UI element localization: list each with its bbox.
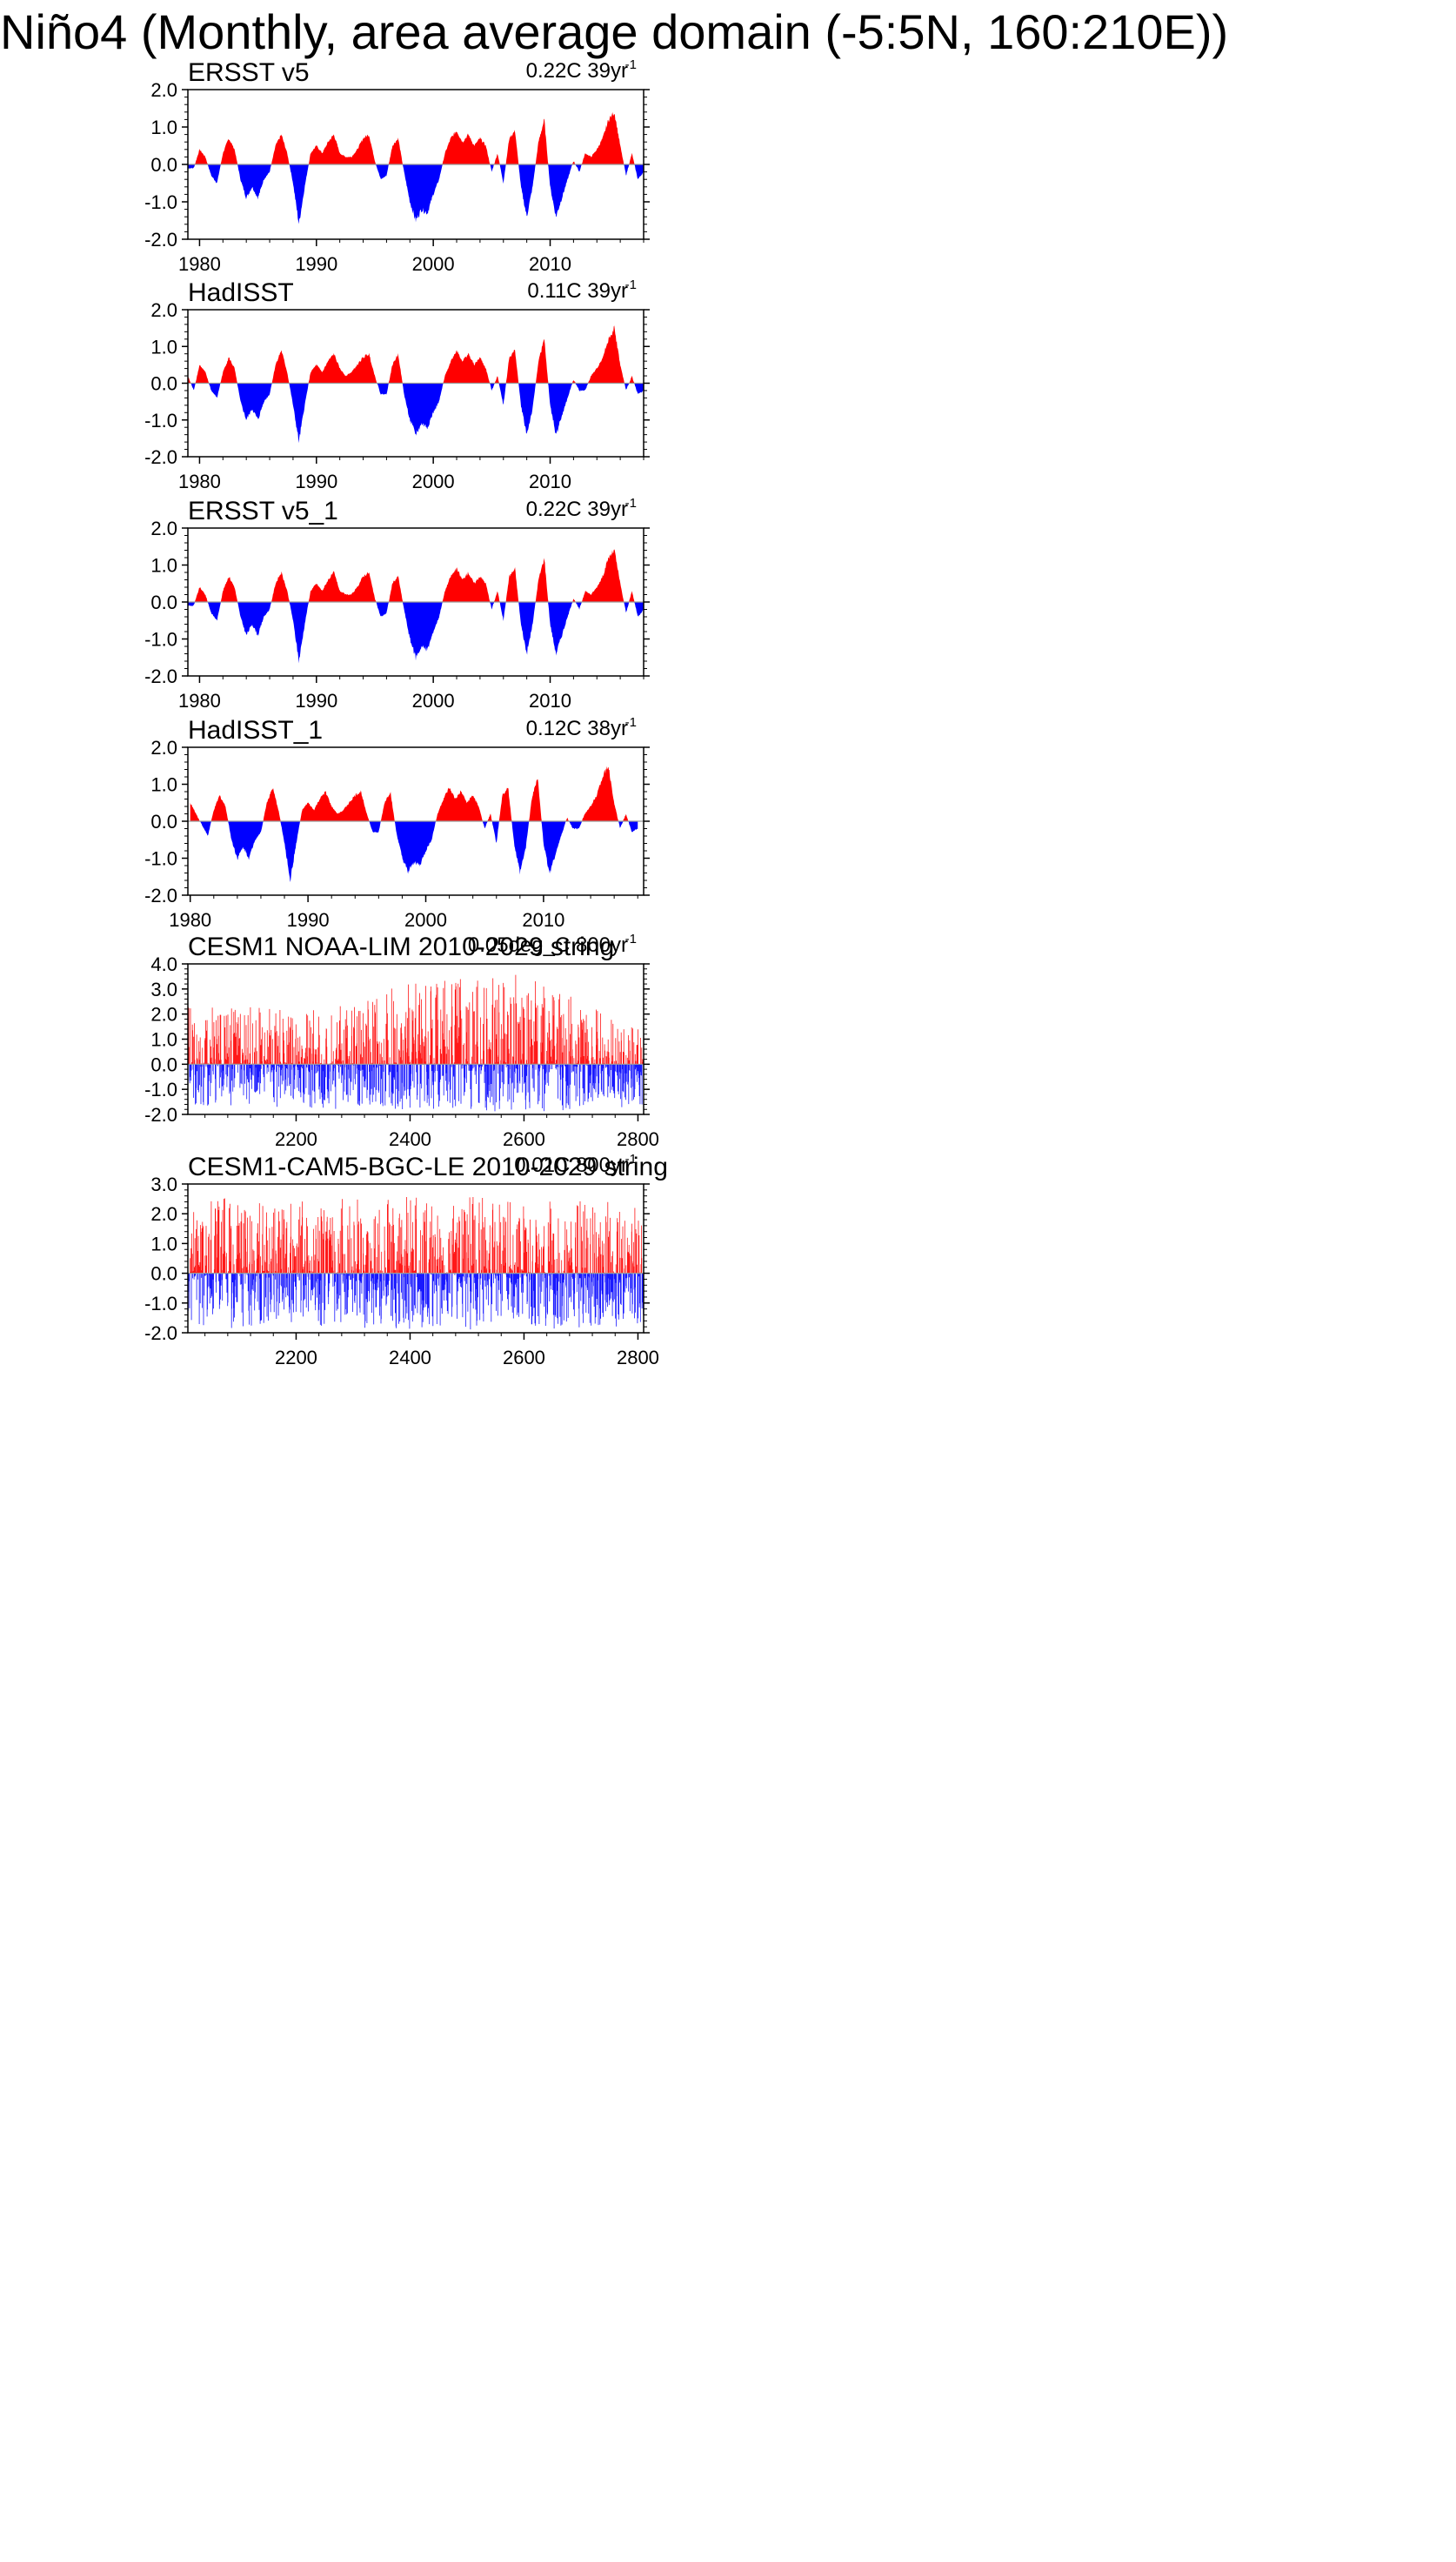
y-tick-label: 1.0 — [150, 336, 177, 358]
plot-frame — [187, 1183, 645, 1334]
y-tick-label: 2.0 — [150, 737, 177, 759]
panel-title: ERSST v5 — [188, 58, 310, 87]
y-tick-label: 0.0 — [150, 373, 177, 395]
y-tick-label: 3.0 — [150, 979, 177, 1000]
positive-anomaly-area — [190, 766, 638, 821]
y-tick-label: 1.0 — [150, 555, 177, 577]
x-tick-label: 1990 — [295, 690, 337, 712]
x-tick-label: 2010 — [529, 690, 571, 712]
y-tick-label: 1.0 — [150, 1029, 177, 1051]
chart-panel — [182, 746, 650, 902]
trend-label: 0.22C 39yr — [526, 498, 628, 521]
x-tick-label: 2000 — [412, 690, 455, 712]
y-tick-label: 1.0 — [150, 774, 177, 796]
y-tick-label: -2.0 — [144, 229, 177, 251]
chart-panel — [182, 963, 650, 1121]
positive-spikes — [189, 1197, 643, 1274]
negative-anomaly-area — [188, 383, 644, 444]
x-tick-label: 2010 — [529, 471, 571, 492]
negative-anomaly-area — [188, 602, 644, 664]
x-tick-label: 2600 — [503, 1128, 545, 1150]
y-tick-label: 0.0 — [150, 592, 177, 613]
y-tick-label: 2.0 — [150, 1004, 177, 1026]
positive-anomaly-area — [188, 549, 644, 602]
panel-title: CESM1 NOAA-LIM 2010-2029 string — [188, 933, 614, 961]
x-tick-label: 2000 — [404, 909, 447, 931]
x-tick-label: 2400 — [389, 1128, 431, 1150]
trend-exponent: -1 — [625, 278, 637, 292]
chart-panel — [182, 89, 650, 246]
negative-anomaly-area — [190, 821, 638, 883]
y-tick-label: -1.0 — [144, 410, 177, 431]
x-tick-label: 2000 — [412, 253, 455, 275]
trend-label: 0.01C 800yr — [514, 1154, 628, 1177]
y-tick-label: 2.0 — [150, 1203, 177, 1225]
positive-spikes — [188, 974, 644, 1065]
y-tick-label: -1.0 — [144, 1079, 177, 1100]
panel-title: CESM1-CAM5-BGC-LE 2010-2029 string — [188, 1153, 668, 1181]
trend-label: 0.22C 39yr — [526, 59, 628, 83]
positive-anomaly-area — [188, 325, 644, 384]
y-tick-label: -2.0 — [144, 446, 177, 468]
y-tick-label: 4.0 — [150, 953, 177, 975]
y-tick-label: 0.0 — [150, 1054, 177, 1075]
x-tick-label: 2010 — [529, 253, 571, 275]
panel-title: HadISST_1 — [188, 716, 323, 745]
negative-anomaly-area — [188, 164, 644, 224]
figure-title: Niño4 (Monthly, area average domain (-5:… — [0, 4, 1229, 59]
y-tick-label: -1.0 — [144, 1293, 177, 1314]
x-tick-label: 1980 — [178, 690, 221, 712]
y-tick-label: 3.0 — [150, 1174, 177, 1195]
y-tick-label: 0.0 — [150, 1263, 177, 1285]
y-tick-label: 2.0 — [150, 79, 177, 101]
y-tick-label: 0.0 — [150, 811, 177, 833]
x-tick-label: 1990 — [287, 909, 330, 931]
y-tick-label: 1.0 — [150, 1233, 177, 1254]
trend-exponent: -1 — [625, 1152, 637, 1167]
x-tick-label: 2010 — [522, 909, 564, 931]
x-tick-label: 1980 — [178, 471, 221, 492]
x-tick-label: 1980 — [169, 909, 211, 931]
negative-spikes — [187, 1273, 644, 1330]
trend-exponent: -1 — [625, 715, 637, 730]
x-tick-label: 2400 — [389, 1347, 431, 1368]
y-tick-label: -1.0 — [144, 629, 177, 651]
x-tick-label: 2600 — [503, 1347, 545, 1368]
trend-label: 0.11C 39yr — [527, 279, 628, 303]
x-tick-label: 1980 — [178, 253, 221, 275]
x-tick-label: 1990 — [295, 471, 337, 492]
trend-exponent: -1 — [625, 57, 637, 72]
negative-spikes — [187, 1064, 643, 1112]
y-tick-label: 1.0 — [150, 117, 177, 138]
positive-anomaly-area — [188, 111, 644, 164]
y-tick-label: -1.0 — [144, 191, 177, 213]
x-tick-label: 2800 — [617, 1128, 659, 1150]
x-tick-label: 2000 — [412, 471, 455, 492]
y-tick-label: -1.0 — [144, 848, 177, 870]
y-tick-label: 2.0 — [150, 518, 177, 539]
x-tick-label: 2200 — [275, 1128, 317, 1150]
y-tick-label: -2.0 — [144, 1104, 177, 1126]
y-tick-label: -2.0 — [144, 885, 177, 906]
trend-label: 0.05deg_C 800yr — [468, 933, 628, 957]
panel-title: HadISST — [188, 278, 294, 307]
x-tick-label: 2200 — [275, 1347, 317, 1368]
x-tick-label: 1990 — [295, 253, 337, 275]
y-tick-label: -2.0 — [144, 666, 177, 687]
y-tick-label: 2.0 — [150, 299, 177, 321]
chart-panel — [182, 1183, 650, 1340]
trend-exponent: -1 — [625, 932, 637, 947]
panel-title: ERSST v5_1 — [188, 497, 338, 525]
chart-panel — [182, 527, 650, 683]
chart-panel — [182, 309, 650, 464]
y-tick-label: 0.0 — [150, 154, 177, 176]
trend-label: 0.12C 38yr — [526, 717, 628, 740]
trend-exponent: -1 — [625, 496, 637, 511]
x-tick-label: 2800 — [617, 1347, 659, 1368]
y-tick-label: -2.0 — [144, 1322, 177, 1344]
